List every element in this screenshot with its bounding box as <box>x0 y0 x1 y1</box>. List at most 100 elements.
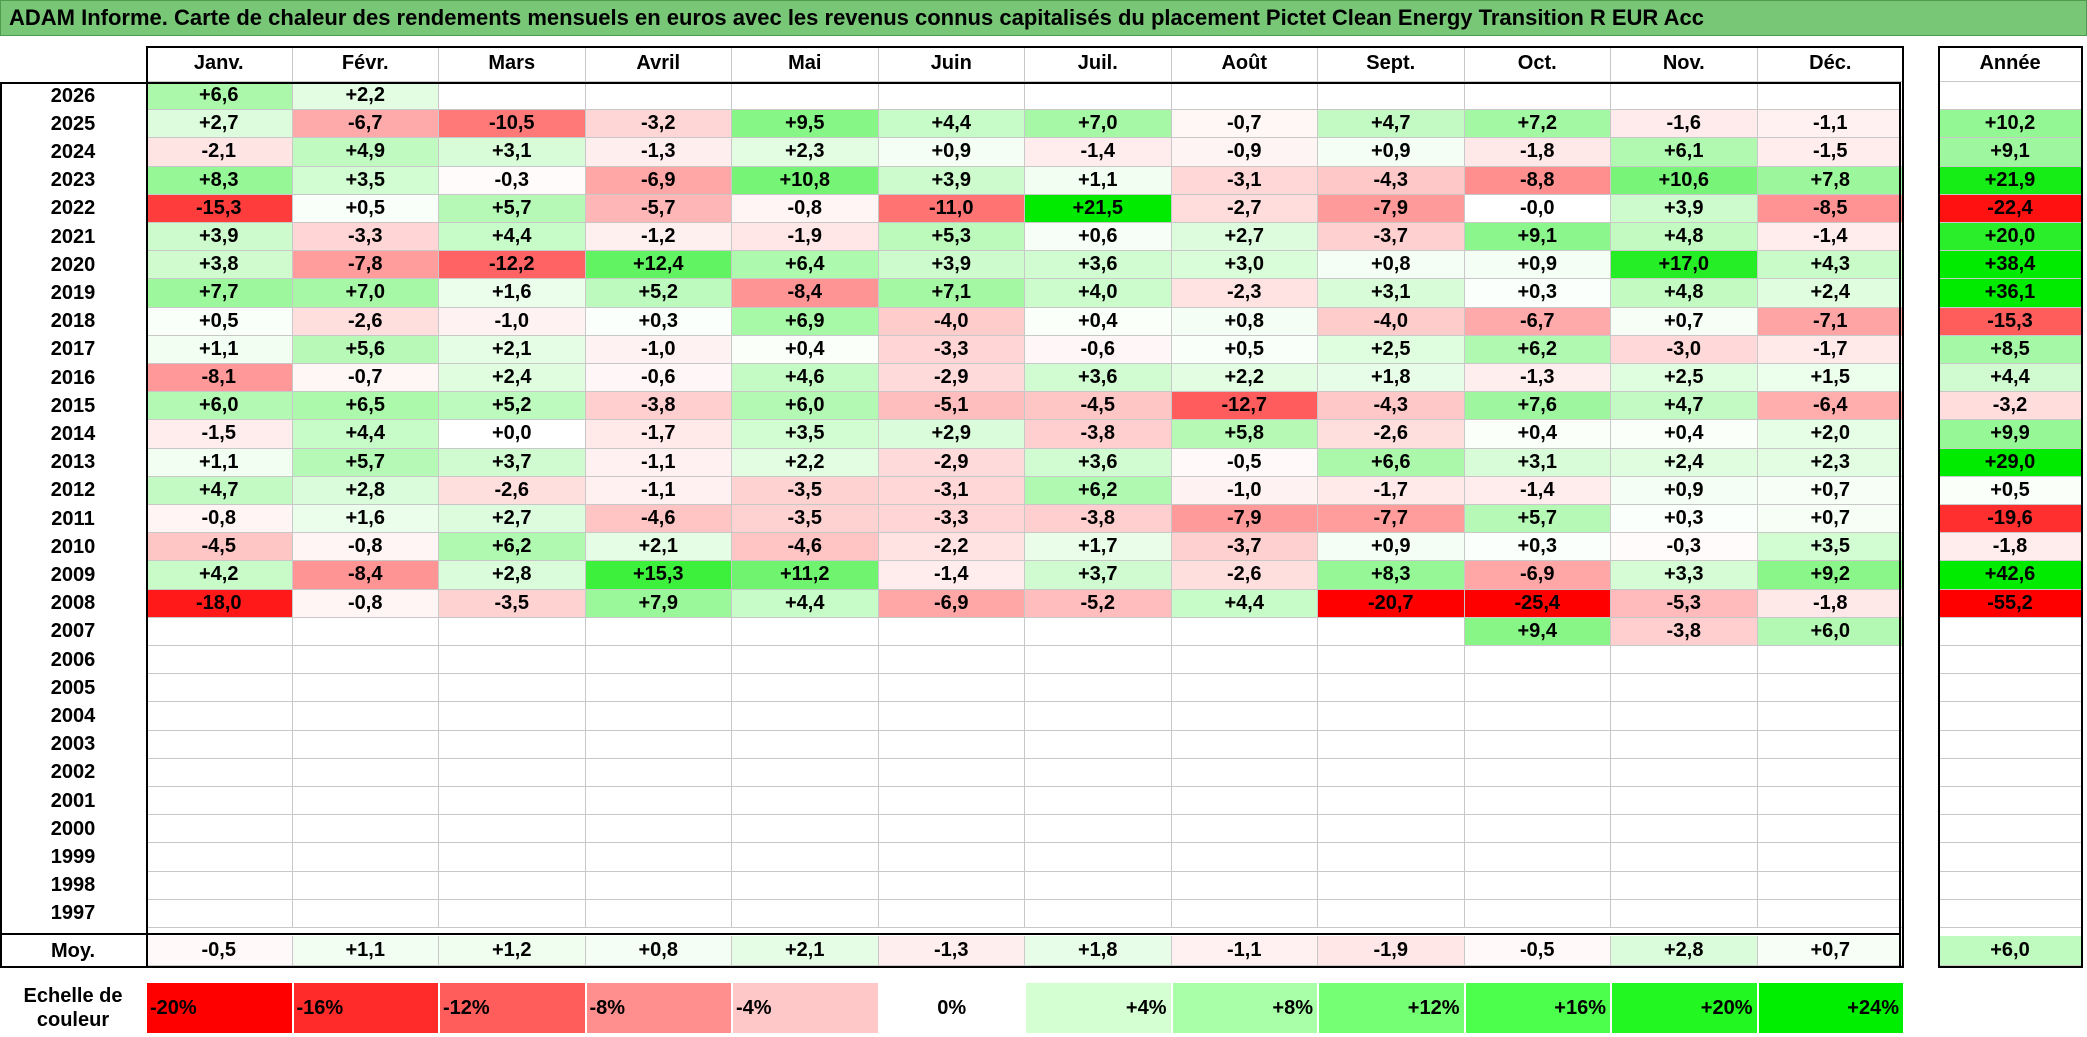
heatmap-cell: -1,1 <box>585 448 732 477</box>
heatmap-cell <box>1318 758 1465 787</box>
year-label: 2002 <box>0 758 146 787</box>
average-annual-cell: +6,0 <box>1938 936 2083 966</box>
heatmap-cell <box>732 843 879 872</box>
heatmap-cell <box>732 787 879 816</box>
heatmap-cell: -1,4 <box>878 561 1025 590</box>
heatmap-cell <box>1611 843 1758 872</box>
heatmap-cell: +0,0 <box>439 420 586 449</box>
heatmap-cell: -4,3 <box>1318 166 1465 195</box>
year-label: 2008 <box>0 589 146 618</box>
heatmap-cell: -8,5 <box>1757 194 1904 223</box>
average-label: Moy. <box>0 936 146 966</box>
heatmap-cell: -6,9 <box>1464 561 1611 590</box>
year-label: 2022 <box>0 194 146 223</box>
heatmap-cell: -2,2 <box>878 533 1025 562</box>
heatmap-cell: +0,3 <box>585 307 732 336</box>
heatmap-cell <box>585 787 732 816</box>
heatmap-cell <box>732 702 879 731</box>
month-header: Avril <box>585 46 732 82</box>
heatmap-cell: +4,4 <box>732 589 879 618</box>
heatmap-cell: -4,5 <box>146 533 293 562</box>
heatmap-cell: -1,0 <box>1171 476 1318 505</box>
heatmap-cell: -0,8 <box>732 194 879 223</box>
heatmap-cell <box>878 787 1025 816</box>
annual-cell <box>1938 730 2083 759</box>
heatmap-cell: +7,8 <box>1757 166 1904 195</box>
heatmap-cell <box>585 702 732 731</box>
heatmap-cell: -0,0 <box>1464 194 1611 223</box>
heatmap-cell <box>1757 787 1904 816</box>
heatmap-cell <box>1171 871 1318 900</box>
heatmap-cell: -1,1 <box>1757 110 1904 139</box>
heatmap-cell <box>585 871 732 900</box>
heatmap-cell <box>1464 674 1611 703</box>
year-label: 2019 <box>0 279 146 308</box>
heatmap-cell <box>732 730 879 759</box>
heatmap-cell <box>1025 815 1172 844</box>
average-cell: +2,1 <box>732 936 879 966</box>
heatmap-cell: +2,2 <box>1171 364 1318 393</box>
heatmap-cell: -7,9 <box>1171 505 1318 534</box>
heatmap-cell: +12,4 <box>585 251 732 280</box>
average-cell: -1,9 <box>1318 936 1465 966</box>
average-cell: -1,1 <box>1171 936 1318 966</box>
heatmap-cell <box>1611 730 1758 759</box>
heatmap-cell: -0,3 <box>1611 533 1758 562</box>
heatmap-cell: +0,4 <box>1611 420 1758 449</box>
year-label: 2021 <box>0 223 146 252</box>
heatmap-cell: -1,3 <box>1464 364 1611 393</box>
heatmap-cell: +4,9 <box>292 138 439 167</box>
heatmap-cell <box>1464 758 1611 787</box>
annual-cell <box>1938 646 2083 675</box>
heatmap-cell: -6,7 <box>292 110 439 139</box>
heatmap-cell: +6,5 <box>292 392 439 421</box>
annual-cell <box>1938 702 2083 731</box>
annual-cell <box>1938 843 2083 872</box>
year-label: 2026 <box>0 82 146 111</box>
heatmap-cell: -2,9 <box>878 364 1025 393</box>
heatmap-cell: -0,9 <box>1171 138 1318 167</box>
heatmap-cell: +3,6 <box>1025 448 1172 477</box>
heatmap-cell: -6,9 <box>878 589 1025 618</box>
scale-swatch: -8% <box>585 982 732 1034</box>
heatmap-cell <box>1171 674 1318 703</box>
heatmap-cell: +5,2 <box>439 392 586 421</box>
year-label: 2018 <box>0 307 146 336</box>
heatmap-cell: +3,0 <box>1171 251 1318 280</box>
heatmap-cell <box>585 730 732 759</box>
heatmap-cell: +4,4 <box>1171 589 1318 618</box>
heatmap-cell <box>1757 674 1904 703</box>
heatmap-cell: +7,2 <box>1464 110 1611 139</box>
heatmap-cell <box>1611 82 1758 111</box>
year-label: 2000 <box>0 815 146 844</box>
heatmap-cell <box>1318 815 1465 844</box>
heatmap-cell: +6,1 <box>1611 138 1758 167</box>
heatmap-cell <box>1318 787 1465 816</box>
heatmap-cell: -0,8 <box>292 589 439 618</box>
heatmap-cell: +0,9 <box>878 138 1025 167</box>
heatmap-cell: +0,8 <box>1171 307 1318 336</box>
heatmap-cell <box>1318 730 1465 759</box>
heatmap-cell: -12,7 <box>1171 392 1318 421</box>
heatmap-cell: +1,6 <box>292 505 439 534</box>
annual-cell: +0,5 <box>1938 476 2083 505</box>
heatmap-cell: -10,5 <box>439 110 586 139</box>
heatmap-cell: +4,7 <box>1318 110 1465 139</box>
heatmap-cell: -0,6 <box>1025 335 1172 364</box>
heatmap-cell: -5,7 <box>585 194 732 223</box>
month-header: Janv. <box>146 46 293 82</box>
heatmap-cell: +3,9 <box>878 251 1025 280</box>
heatmap-cell: +1,1 <box>146 335 293 364</box>
heatmap-cell: -1,1 <box>585 476 732 505</box>
heatmap-cell <box>1464 871 1611 900</box>
heatmap-cell: +3,5 <box>292 166 439 195</box>
scale-swatch: +12% <box>1318 982 1465 1034</box>
heatmap-cell <box>292 617 439 646</box>
heatmap-cell <box>878 843 1025 872</box>
heatmap-cell: +2,8 <box>292 476 439 505</box>
heatmap-cell: -11,0 <box>878 194 1025 223</box>
heatmap-cell: -3,1 <box>1171 166 1318 195</box>
heatmap-cell <box>1318 617 1465 646</box>
heatmap-cell: +0,7 <box>1757 476 1904 505</box>
annual-cell: -1,8 <box>1938 533 2083 562</box>
